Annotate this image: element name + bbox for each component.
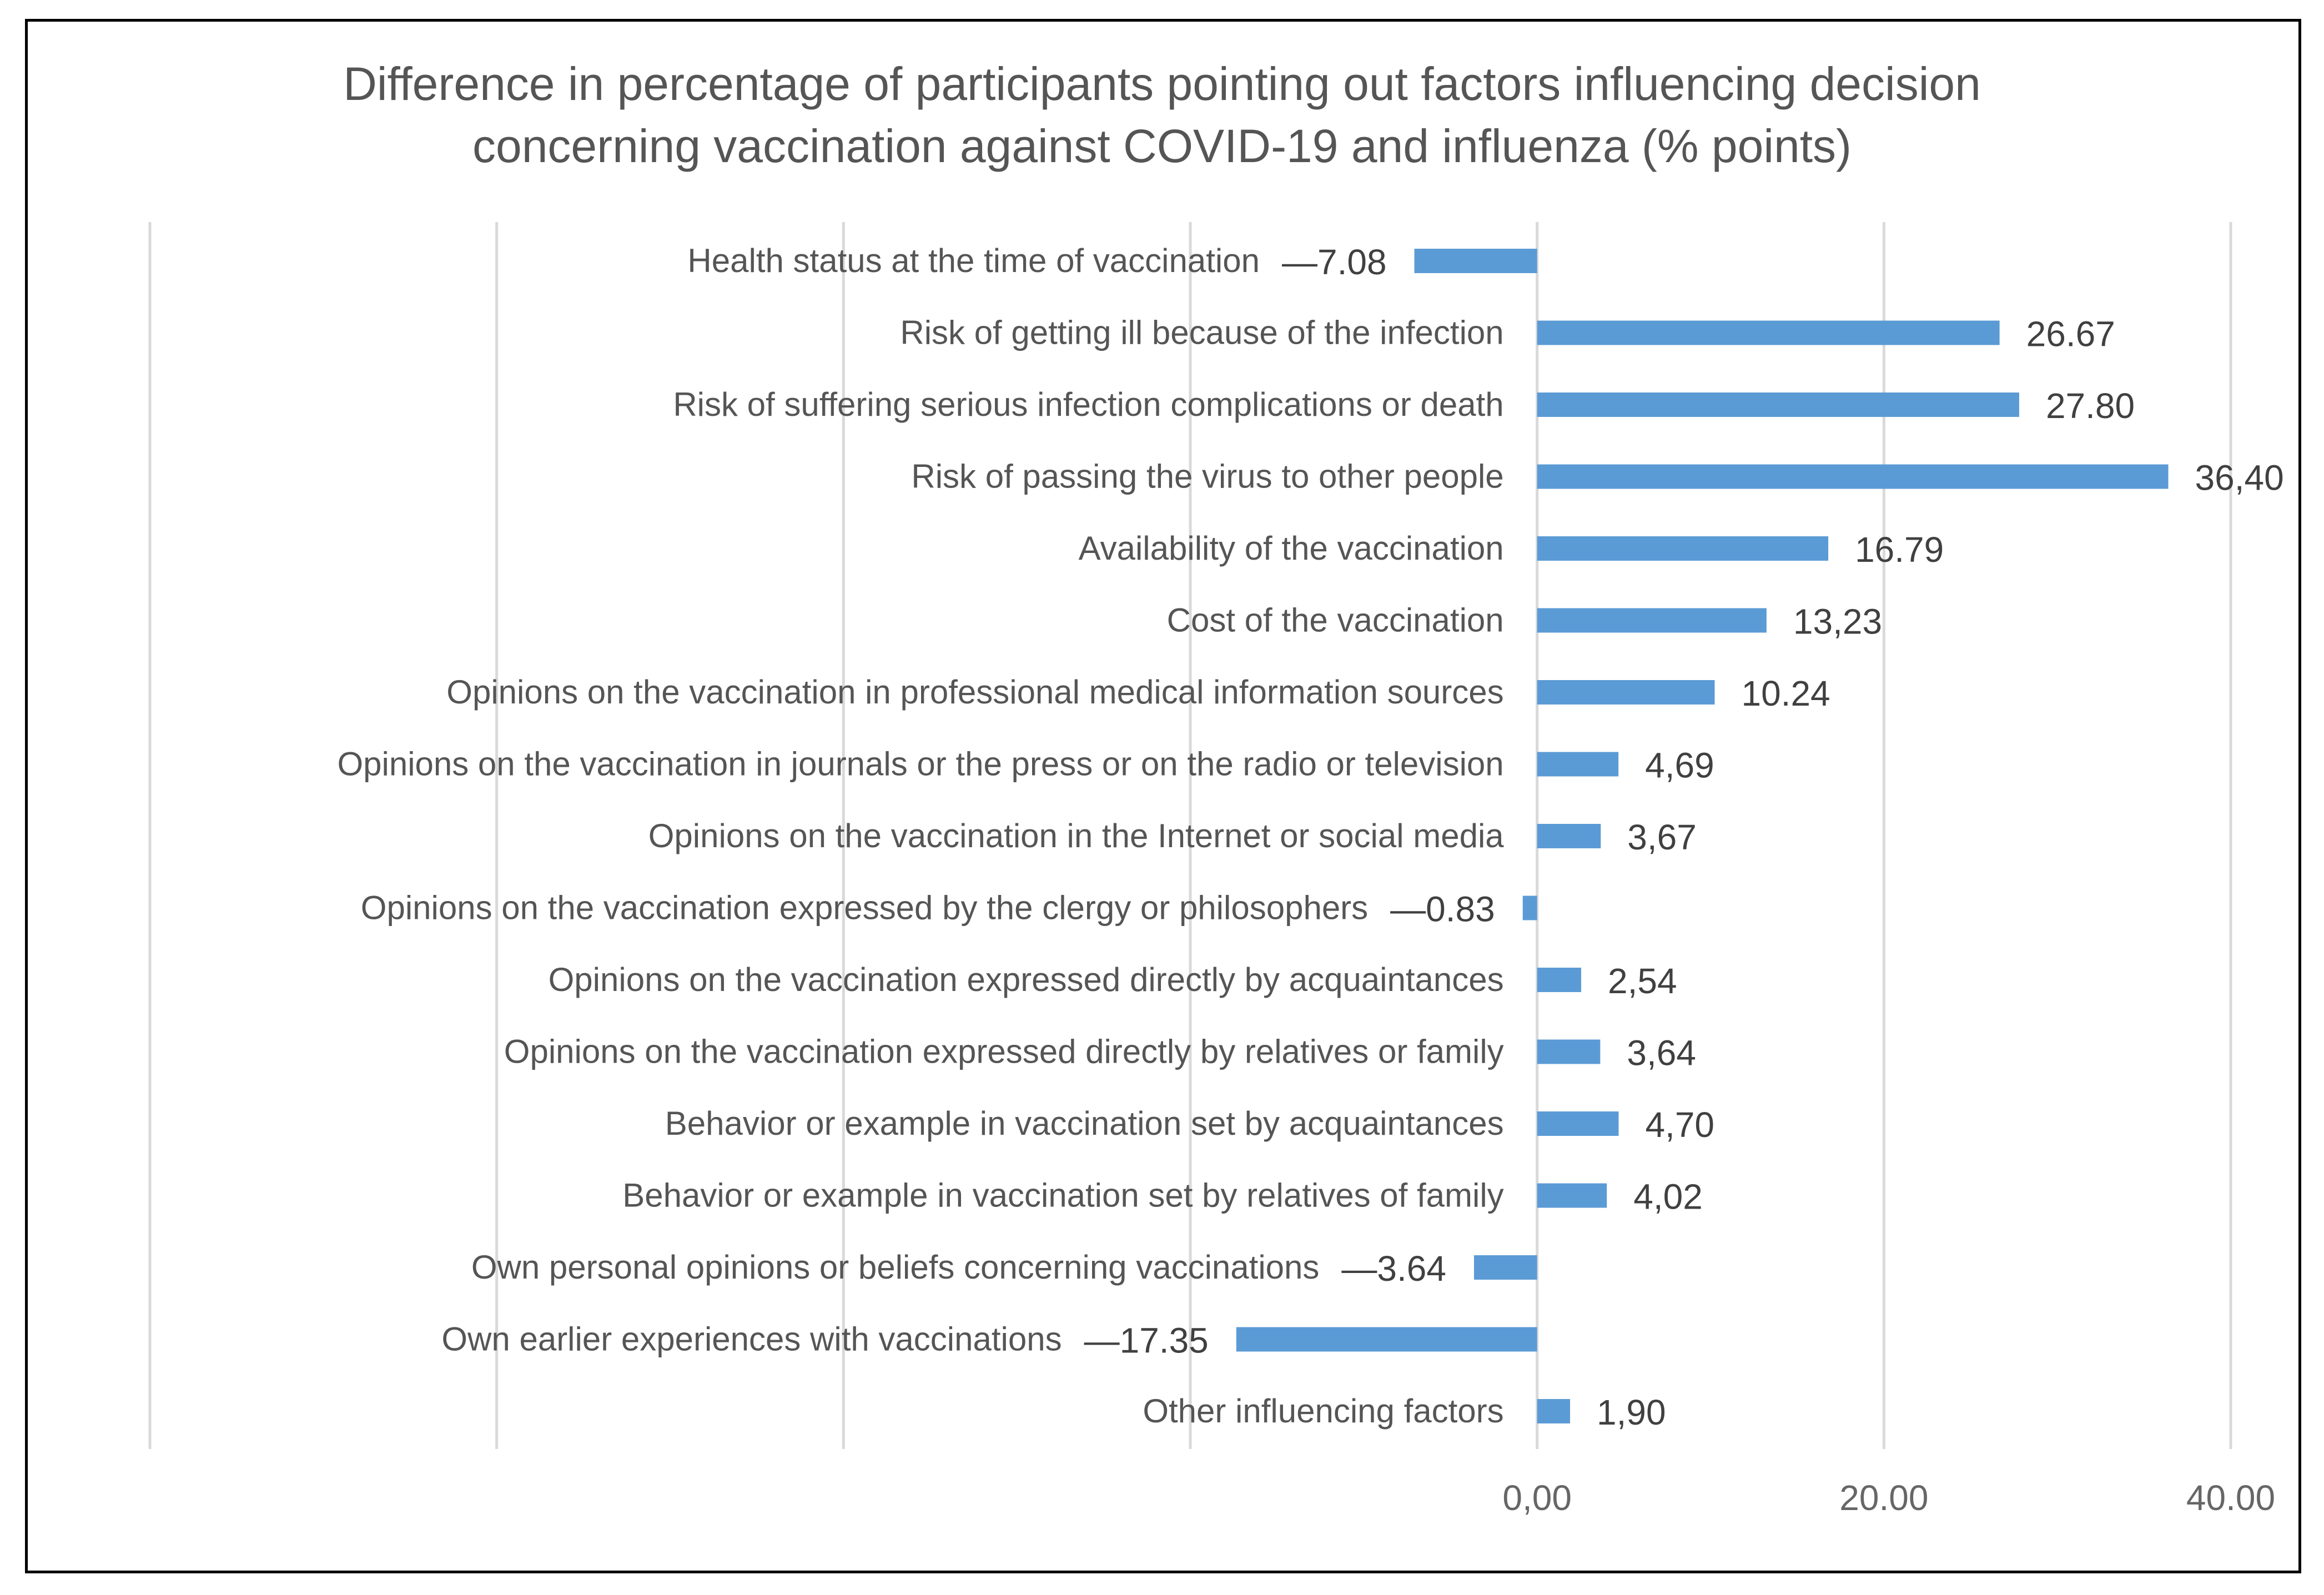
data-label: 26.67 xyxy=(2026,314,2115,354)
category-label: Health status at the time of vaccination xyxy=(687,242,1260,279)
bar xyxy=(1537,1039,1601,1064)
category-label: Risk of passing the virus to other peopl… xyxy=(911,458,1503,495)
category-label: Opinions on the vaccination expressed by… xyxy=(361,889,1368,927)
bar xyxy=(1414,249,1537,273)
data-label: 3,64 xyxy=(1627,1033,1696,1073)
chart-title-line-1: Difference in percentage of participants… xyxy=(343,58,1981,110)
category-label: Availability of the vaccination xyxy=(1079,530,1504,567)
category-label: Opinions on the vaccination expressed di… xyxy=(549,961,1504,998)
bar xyxy=(1537,320,2000,345)
x-tick-label: 0,00 xyxy=(1502,1478,1572,1518)
data-label: 10.24 xyxy=(1741,673,1830,713)
bar xyxy=(1537,464,2169,489)
bar xyxy=(1537,1111,1619,1136)
bar xyxy=(1537,393,2019,417)
category-label: Risk of getting ill because of the infec… xyxy=(900,314,1503,351)
category-label: Other influencing factors xyxy=(1143,1392,1503,1430)
data-label: 36,40 xyxy=(2195,458,2284,498)
data-label: 4,02 xyxy=(1633,1177,1703,1217)
x-tick-label: 40.00 xyxy=(2186,1478,2275,1518)
chart-frame xyxy=(25,19,2301,1573)
bar xyxy=(1236,1327,1537,1352)
data-label: 2,54 xyxy=(1608,961,1677,1001)
bar xyxy=(1473,1255,1537,1280)
data-label: 1,90 xyxy=(1597,1392,1666,1432)
data-label: 27.80 xyxy=(2046,386,2135,426)
category-label: Behavior or example in vaccination set b… xyxy=(622,1177,1503,1214)
x-tick-label: 20.00 xyxy=(1839,1478,1928,1518)
category-label: Risk of suffering serious infection comp… xyxy=(673,386,1503,423)
bar xyxy=(1522,895,1537,920)
data-label: —0.83 xyxy=(1390,889,1495,929)
category-label: Behavior or example in vaccination set b… xyxy=(665,1105,1504,1142)
category-label: Own personal opinions or beliefs concern… xyxy=(471,1249,1320,1286)
category-label: Cost of the vaccination xyxy=(1167,602,1504,639)
category-label: Opinions on the vaccination in the Inter… xyxy=(648,817,1505,854)
data-label: 16.79 xyxy=(1855,530,1944,570)
category-label: Opinions on the vaccination expressed di… xyxy=(504,1033,1504,1070)
data-label: 13,23 xyxy=(1793,602,1882,642)
category-label: Own earlier experiences with vaccination… xyxy=(441,1321,1062,1358)
data-label: 3,67 xyxy=(1627,817,1697,857)
data-label: —17.35 xyxy=(1084,1321,1209,1361)
category-label: Opinions on the vaccination in professio… xyxy=(446,673,1503,711)
chart-title: Difference in percentage of participants… xyxy=(0,53,2324,177)
data-label: —3.64 xyxy=(1341,1249,1446,1289)
bar xyxy=(1537,1183,1607,1208)
bar xyxy=(1537,680,1715,705)
bar xyxy=(1537,824,1601,848)
bar xyxy=(1537,752,1619,777)
data-label: 4,70 xyxy=(1645,1105,1714,1145)
bar xyxy=(1537,968,1581,992)
bar xyxy=(1537,608,1767,633)
data-label: 4,69 xyxy=(1645,746,1714,786)
chart-title-line-2: concerning vaccination against COVID-19 … xyxy=(472,120,1852,172)
bar xyxy=(1537,1399,1571,1423)
data-label: —7.08 xyxy=(1282,242,1387,282)
bar xyxy=(1537,536,1829,561)
category-label: Opinions on the vaccination in journals … xyxy=(337,746,1503,783)
